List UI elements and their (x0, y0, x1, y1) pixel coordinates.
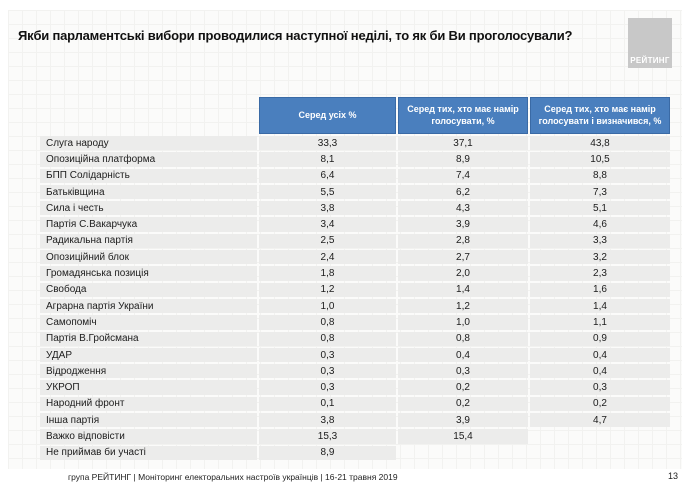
value-cell (398, 446, 528, 460)
page-number: 13 (667, 471, 678, 481)
value-cell: 2,8 (398, 233, 528, 249)
value-cell: 1,4 (530, 298, 670, 314)
column-header-all: Серед усіх % (259, 97, 396, 134)
value-cell: 0,8 (259, 315, 396, 330)
party-label: УДАР (40, 347, 257, 363)
value-cell (530, 429, 670, 443)
value-cell: 4,6 (530, 217, 670, 232)
value-cell: 3,8 (259, 413, 396, 428)
value-cell: 1,1 (530, 315, 670, 330)
party-label: Свобода (40, 282, 257, 297)
value-cell: 5,5 (259, 184, 396, 200)
party-label: Важко відповісти (40, 429, 257, 444)
party-label: Опозиційна платформа (40, 152, 257, 167)
value-cell: 1,8 (259, 266, 396, 281)
value-cell (530, 446, 670, 460)
value-cell: 6,2 (398, 184, 528, 200)
party-label: Самопоміч (40, 315, 257, 330)
value-cell: 8,8 (530, 168, 670, 183)
value-cell: 3,4 (259, 217, 396, 232)
value-cell: 2,5 (259, 233, 396, 249)
party-label: БПП Солідарність (40, 168, 257, 183)
value-cell: 0,4 (530, 347, 670, 363)
party-label: Слуга народу (40, 136, 257, 151)
value-cell: 0,3 (259, 380, 396, 395)
party-label: Сила і честь (40, 201, 257, 216)
value-cell: 3,8 (259, 201, 396, 216)
party-label: УКРОП (40, 380, 257, 395)
value-cell: 15,3 (259, 429, 396, 444)
value-cell: 0,4 (398, 347, 528, 363)
value-cell: 1,0 (259, 298, 396, 314)
value-cell: 1,6 (530, 282, 670, 297)
value-cell: 2,3 (530, 266, 670, 281)
value-cell: 0,2 (530, 396, 670, 412)
value-cell: 1,2 (398, 298, 528, 314)
page-title: Якби парламентські вибори проводилися на… (18, 28, 573, 43)
rating-logo-text: РЕЙТИНГ (630, 56, 670, 65)
value-cell: 4,7 (530, 413, 670, 428)
value-cell: 0,2 (398, 380, 528, 395)
column-header-decided: Серед тих, хто має намір голосувати і ви… (530, 97, 670, 134)
value-cell: 7,4 (398, 168, 528, 183)
value-cell: 1,4 (398, 282, 528, 297)
value-cell: 10,5 (530, 152, 670, 167)
value-cell: 33,3 (259, 136, 396, 151)
party-label: Не приймав би участі (40, 445, 257, 460)
value-cell: 1,0 (398, 315, 528, 330)
value-cell: 7,3 (530, 184, 670, 200)
party-label: Радикальна партія (40, 233, 257, 249)
party-label: Інша партія (40, 413, 257, 428)
value-cell: 0,3 (398, 364, 528, 379)
value-cell: 2,0 (398, 266, 528, 281)
value-cell: 0,2 (398, 396, 528, 412)
value-cell: 5,1 (530, 201, 670, 216)
value-cell: 0,9 (530, 331, 670, 346)
value-cell: 0,3 (259, 364, 396, 379)
value-cell: 3,9 (398, 217, 528, 232)
value-cell: 6,4 (259, 168, 396, 183)
value-cell: 0,1 (259, 396, 396, 412)
rating-logo: РЕЙТИНГ (628, 18, 672, 68)
value-cell: 2,4 (259, 250, 396, 265)
value-cell: 0,3 (259, 347, 396, 363)
value-cell: 3,2 (530, 250, 670, 265)
value-cell: 3,9 (398, 413, 528, 428)
value-cell: 8,1 (259, 152, 396, 167)
value-cell: 3,3 (530, 233, 670, 249)
party-label: Партія С.Вакарчука (40, 217, 257, 232)
party-label: Батьківщина (40, 184, 257, 200)
footer-source: група РЕЙТИНГ | Моніторинг електоральних… (68, 472, 398, 482)
corner-cell (40, 97, 257, 134)
value-cell: 0,8 (398, 331, 528, 346)
poll-table: Серед усіх % Серед тих, хто має намір го… (40, 97, 672, 460)
value-cell: 0,4 (530, 364, 670, 379)
value-cell: 8,9 (259, 445, 396, 460)
value-cell: 0,3 (530, 380, 670, 395)
value-cell: 8,9 (398, 152, 528, 167)
party-label: Партія В.Гройсмана (40, 331, 257, 346)
value-cell: 4,3 (398, 201, 528, 216)
value-cell: 0,8 (259, 331, 396, 346)
value-cell: 15,4 (398, 429, 528, 444)
party-label: Аграрна партія України (40, 298, 257, 314)
party-label: Народний фронт (40, 396, 257, 412)
party-label: Опозиційний блок (40, 250, 257, 265)
value-cell: 2,7 (398, 250, 528, 265)
value-cell: 1,2 (259, 282, 396, 297)
value-cell: 37,1 (398, 136, 528, 151)
column-header-intend-to-vote: Серед тих, хто має намір голосувати, % (398, 97, 528, 134)
party-label: Громадянська позиція (40, 266, 257, 281)
value-cell: 43,8 (530, 136, 670, 151)
party-label: Відродження (40, 364, 257, 379)
